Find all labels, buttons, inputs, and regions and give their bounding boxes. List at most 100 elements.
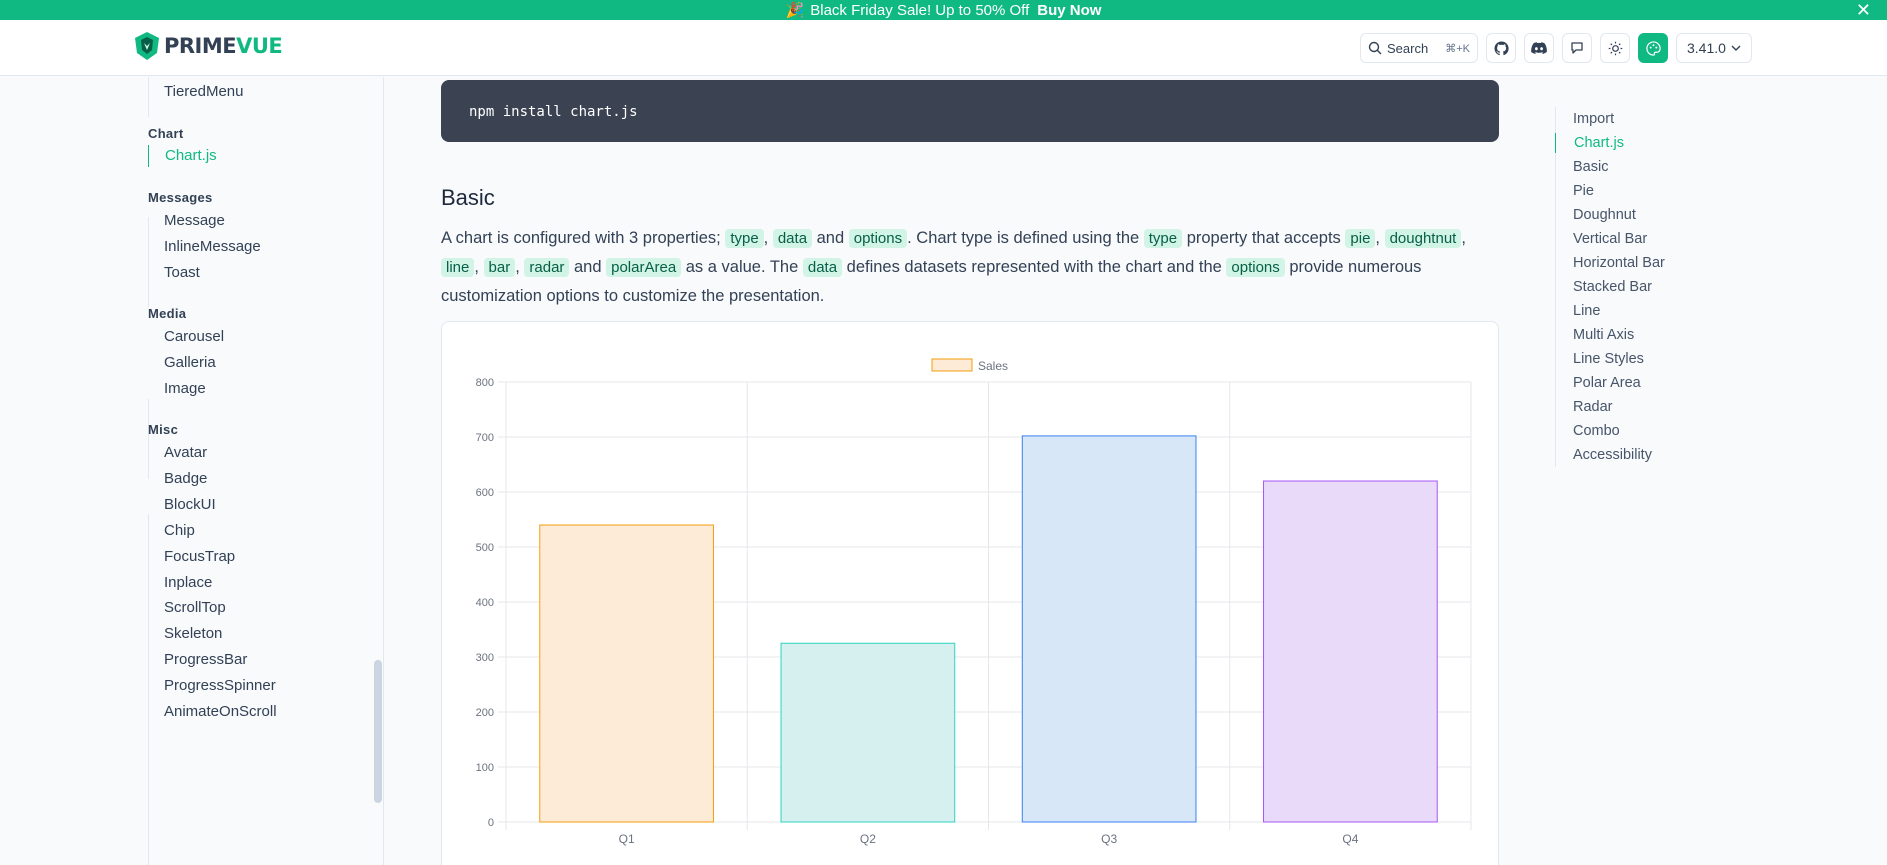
close-icon[interactable]: ✕ [1855, 0, 1871, 20]
nav-group-media: Media [148, 306, 187, 321]
toc-item-pie[interactable]: Pie [1573, 183, 1594, 199]
toc-item-chart-js[interactable]: Chart.js [1555, 133, 1624, 153]
install-code-block[interactable]: npm install chart.js [441, 80, 1499, 142]
sidebar-item-inplace[interactable]: Inplace [164, 574, 213, 591]
bar-q1 [539, 524, 714, 823]
y-tick-label: 600 [476, 487, 494, 499]
inline-code: line [441, 258, 475, 277]
search-shortcut: ⌘+K [1445, 42, 1470, 55]
text-segment: . Chart type is defined using the [907, 229, 1144, 247]
y-tick-label: 400 [476, 597, 494, 609]
text-segment: and [569, 258, 607, 276]
party-icon: 🎉 [785, 2, 805, 19]
chevron-down-icon [1731, 45, 1741, 51]
text-segment: , [763, 229, 773, 247]
sidebar-item-tieredmenu[interactable]: TieredMenu [164, 83, 244, 100]
inline-code: pie [1345, 229, 1376, 248]
y-tick-label: 700 [476, 432, 494, 444]
github-icon [1493, 40, 1509, 55]
sidebar-item-animateonscroll[interactable]: AnimateOnScroll [164, 703, 277, 720]
bar-q2 [780, 642, 956, 823]
toc-item-stacked-bar[interactable]: Stacked Bar [1573, 279, 1652, 295]
sidebar-item-carousel[interactable]: Carousel [164, 328, 225, 345]
toc-item-radar[interactable]: Radar [1573, 399, 1613, 415]
bar-chart: 0 100 200 300 400 500 600 700 800 Q1 Q2 Q3 Q4 Sales [476, 358, 1472, 846]
y-tick-label: 0 [488, 817, 494, 829]
sidebar-item-message[interactable]: Message [164, 212, 225, 229]
sidebar-item-galleria[interactable]: Galleria [164, 354, 216, 371]
sidebar-item-progressspinner[interactable]: ProgressSpinner [164, 677, 276, 694]
toc-item-import[interactable]: Import [1573, 111, 1615, 127]
sidebar-item-scrolltop[interactable]: ScrollTop [164, 599, 226, 616]
y-tick-label: 300 [476, 652, 494, 664]
toc-item-vertical-bar[interactable]: Vertical Bar [1573, 231, 1648, 247]
main-content: npm install chart.js Basic A chart is co… [441, 77, 1499, 865]
configurator-button[interactable] [1638, 33, 1668, 63]
bar-q4 [1263, 480, 1438, 823]
search-icon [1368, 41, 1382, 55]
bar-q3 [1021, 435, 1197, 823]
toc-item-line-styles[interactable]: Line Styles [1573, 351, 1644, 367]
text-segment: , [1461, 229, 1466, 247]
y-tick-label: 200 [476, 707, 494, 719]
sidebar-item-avatar[interactable]: Avatar [164, 444, 208, 461]
version-dropdown[interactable]: 3.41.0 [1676, 33, 1752, 63]
text-segment: and [812, 229, 849, 247]
toc-item-combo[interactable]: Combo [1573, 423, 1620, 439]
top-header: PRIMEVUE Search ⌘+K 3.41.0 [0, 20, 1887, 76]
toc-item-doughnut[interactable]: Doughnut [1573, 207, 1636, 223]
sidebar-item-chip[interactable]: Chip [164, 522, 195, 539]
toc-item-line[interactable]: Line [1573, 303, 1601, 319]
section-heading-basic: Basic [441, 185, 495, 210]
toc-item-basic[interactable]: Basic [1573, 159, 1609, 175]
sidebar-item-chart-js[interactable]: Chart.js [148, 145, 217, 167]
text-segment: , [1375, 229, 1385, 247]
toc-item-horizontal-bar[interactable]: Horizontal Bar [1573, 255, 1665, 271]
promo-banner: 🎉 Black Friday Sale! Up to 50% Off Buy N… [0, 0, 1887, 20]
inline-code: data [772, 229, 813, 248]
theme-toggle-button[interactable] [1600, 33, 1630, 63]
sidebar-item-badge[interactable]: Badge [164, 470, 208, 487]
x-tick-label: Q1 [619, 832, 635, 846]
text-segment: property that accepts [1182, 229, 1346, 247]
inline-code: data [802, 258, 843, 277]
inline-code: type [1143, 229, 1183, 248]
primevue-logo[interactable]: PRIMEVUE [134, 31, 283, 61]
nav-group-misc: Misc [148, 422, 179, 437]
inline-code: options [1226, 258, 1285, 277]
inline-code: radar [524, 258, 570, 277]
buy-now-link[interactable]: Buy Now [1037, 1, 1102, 19]
toc-item-polar-area[interactable]: Polar Area [1573, 375, 1641, 391]
sidebar-item-image[interactable]: Image [164, 380, 206, 397]
sun-icon [1608, 41, 1622, 55]
github-button[interactable] [1486, 33, 1516, 63]
inline-code: bar [483, 258, 516, 277]
text-segment: as a value. The [681, 258, 803, 276]
sidebar-scrollbar[interactable] [374, 660, 382, 803]
x-tick-label: Q3 [1101, 832, 1117, 846]
text-segment: defines datasets represented with the ch… [842, 258, 1227, 276]
y-tick-label: 500 [476, 542, 494, 554]
text-segment: provide numerous customization options t… [441, 258, 1422, 305]
sidebar-item-focustrap[interactable]: FocusTrap [164, 548, 236, 565]
inline-code: options [848, 229, 908, 248]
sidebar-item-progressbar[interactable]: ProgressBar [164, 651, 248, 668]
sidebar-item-blockui[interactable]: BlockUI [164, 496, 216, 513]
sidebar-item-skeleton[interactable]: Skeleton [164, 625, 223, 642]
text-segment: A chart is configured with 3 properties; [441, 229, 726, 247]
sidebar-nav: TieredMenu Chart Chart.js Messages Message In… [0, 77, 384, 865]
discussions-button[interactable] [1562, 33, 1592, 63]
toc-item-accessibility[interactable]: Accessibility [1573, 447, 1652, 463]
search-button[interactable]: Search ⌘+K [1360, 33, 1478, 63]
primevue-logo-icon [135, 32, 159, 60]
sidebar-item-toast[interactable]: Toast [164, 264, 200, 281]
discord-button[interactable] [1524, 33, 1554, 63]
y-tick-label: 100 [476, 762, 494, 774]
version-label: 3.41.0 [1687, 40, 1726, 56]
toc-item-multi-axis[interactable]: Multi Axis [1573, 327, 1635, 343]
y-tick-label: 800 [476, 377, 494, 389]
inline-code: doughtnut [1384, 229, 1462, 248]
text-segment: , [515, 258, 525, 276]
palette-icon [1645, 40, 1661, 56]
sidebar-item-inlinemessage[interactable]: InlineMessage [164, 238, 261, 255]
